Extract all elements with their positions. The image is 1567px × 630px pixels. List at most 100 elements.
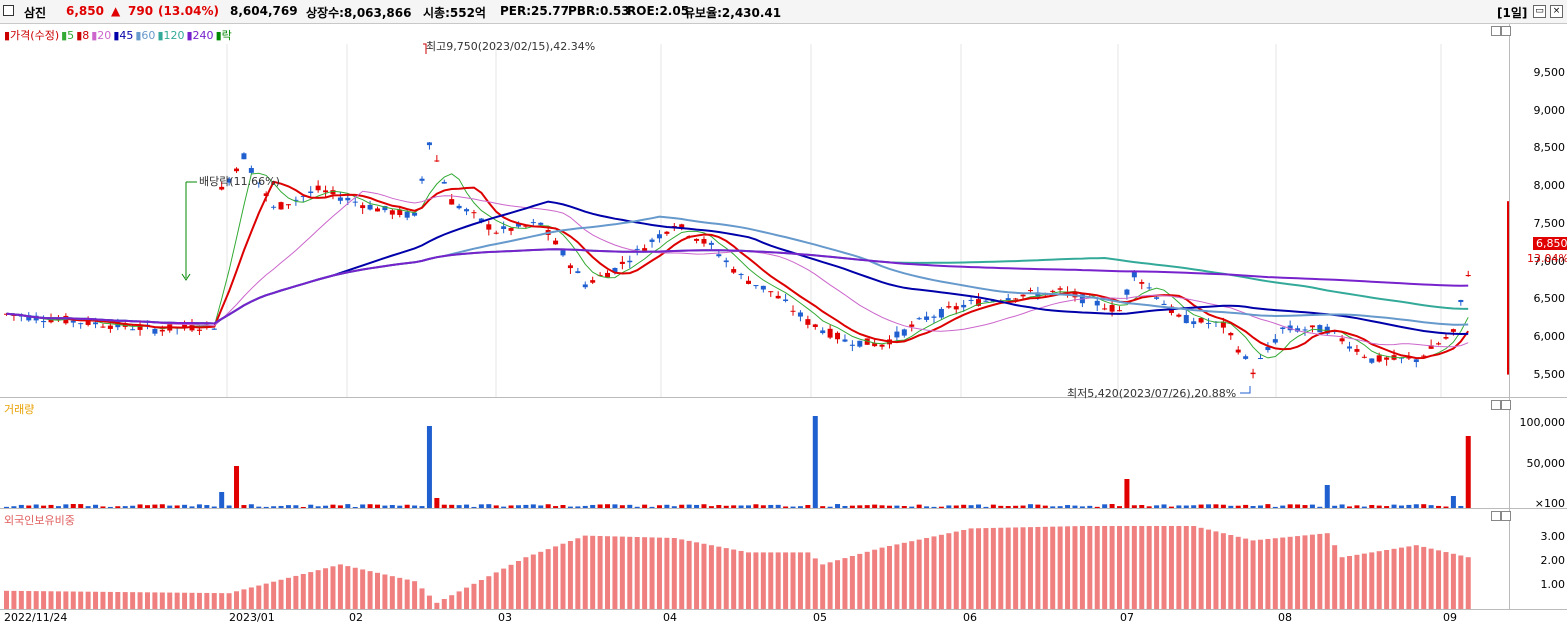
foreign-ratio-bar xyxy=(137,592,143,609)
volume-bar xyxy=(679,504,685,508)
volume-bar xyxy=(1094,506,1100,508)
volume-minimize-icon[interactable] xyxy=(1491,400,1501,410)
candle-body xyxy=(1094,300,1100,306)
candle-body xyxy=(1287,325,1293,331)
candle-body xyxy=(857,340,863,347)
x-tick-label: 03 xyxy=(498,611,512,624)
candle-body xyxy=(1139,282,1145,284)
foreign-ratio-bar xyxy=(783,552,789,609)
foreign-ratio-bar xyxy=(1272,538,1278,609)
volume-bar xyxy=(864,505,870,508)
volume-bar xyxy=(560,505,566,508)
volume-bar xyxy=(1087,505,1093,508)
foreign-ratio-bar xyxy=(894,544,900,609)
candle-body xyxy=(708,242,714,245)
candle-body xyxy=(107,325,113,329)
foreign-ratio-bar xyxy=(1295,536,1301,609)
volume-bar xyxy=(597,504,603,508)
foreign-close-icon[interactable] xyxy=(1501,511,1511,521)
candle-body xyxy=(308,191,314,194)
foreign-ratio-bar xyxy=(842,558,848,609)
volume-bar xyxy=(360,504,366,508)
volume-plot[interactable] xyxy=(0,398,1510,508)
candle-body xyxy=(924,316,930,320)
volume-bar xyxy=(671,506,677,508)
foreign-ratio-bar xyxy=(1228,535,1234,609)
candle-body xyxy=(219,186,225,190)
high-marker xyxy=(423,43,427,54)
volume-close-icon[interactable] xyxy=(1501,400,1511,410)
volume-bar xyxy=(1272,506,1278,508)
foreign-ratio-bar xyxy=(1287,536,1293,609)
volume-bar xyxy=(953,505,959,508)
foreign-ratio-bar xyxy=(701,543,707,609)
volume-bar xyxy=(1176,505,1182,508)
volume-bar xyxy=(857,505,863,508)
price-legend: ▮가격(수정) ▮5 ▮8 ▮20 ▮45 ▮60 ▮120 ▮240 ▮락 xyxy=(4,27,234,43)
range-indicator xyxy=(1507,201,1509,375)
candle-body xyxy=(1347,346,1353,349)
candle-body xyxy=(1413,359,1419,363)
candle-body xyxy=(961,304,967,308)
volume-bar xyxy=(931,506,937,508)
restore-icon[interactable]: ▭ xyxy=(1533,5,1546,18)
volume-bar xyxy=(805,504,811,508)
foreign-ratio-bar xyxy=(1421,546,1427,609)
candle-body xyxy=(760,285,766,290)
candle-body xyxy=(278,202,284,210)
price-plot[interactable] xyxy=(0,24,1510,397)
volume-bar xyxy=(471,506,477,508)
candle-body xyxy=(642,248,648,251)
foreign-ratio-bar xyxy=(78,591,84,609)
volume-bar xyxy=(33,504,39,508)
volume-bar xyxy=(567,506,573,508)
candle-body xyxy=(241,153,247,160)
candle-body xyxy=(1428,345,1434,349)
candle-body xyxy=(352,201,358,203)
volume-bar xyxy=(894,505,900,508)
volume-bar xyxy=(738,505,744,508)
candle-body xyxy=(1280,327,1286,330)
volume-bar xyxy=(797,506,803,508)
volume-bar xyxy=(1287,504,1293,508)
foreign-ratio-bar xyxy=(315,570,321,609)
volume-bar xyxy=(375,504,380,508)
panel-close-icon[interactable] xyxy=(1501,26,1511,36)
foreign-plot[interactable] xyxy=(0,509,1510,609)
y-tick-label: 100,000 xyxy=(1519,416,1566,429)
volume-bar xyxy=(315,506,321,508)
foreign-ratio-bar xyxy=(530,554,536,609)
foreign-ratio-bar xyxy=(1257,539,1263,609)
foreign-ratio-bar xyxy=(553,546,559,609)
foreign-ratio-bar xyxy=(1369,552,1375,609)
volume-bar xyxy=(1265,504,1271,508)
volume-bar xyxy=(1005,506,1011,508)
volume-bar xyxy=(1161,504,1167,508)
x-tick-label: 08 xyxy=(1278,611,1292,624)
volume-bar xyxy=(1228,505,1234,508)
candle-body xyxy=(456,205,462,209)
candle-body xyxy=(441,181,447,184)
candle-body xyxy=(1191,321,1197,325)
candle-body xyxy=(70,320,76,323)
volume-bar xyxy=(515,505,521,508)
close-icon[interactable]: × xyxy=(1550,5,1563,18)
period-selector[interactable]: [1일] xyxy=(1497,6,1528,20)
moving-average-line xyxy=(6,180,1470,360)
select-checkbox[interactable] xyxy=(3,5,14,16)
foreign-minimize-icon[interactable] xyxy=(1491,511,1501,521)
candle-body xyxy=(419,178,425,181)
candle-body xyxy=(1117,310,1122,312)
candle-body xyxy=(1265,346,1271,351)
volume-bar xyxy=(1050,506,1056,508)
volume-bar xyxy=(1458,505,1464,508)
volume-bar xyxy=(144,505,150,508)
candle-body xyxy=(256,182,262,184)
foreign-ratio-bar xyxy=(293,575,299,609)
panel-minimize-icon[interactable] xyxy=(1491,26,1501,36)
stock-name[interactable]: 삼진 xyxy=(24,6,47,20)
candle-body xyxy=(345,197,351,201)
foreign-ratio-bar xyxy=(1354,554,1360,609)
candle-body xyxy=(612,267,618,273)
candle-body xyxy=(234,168,240,172)
